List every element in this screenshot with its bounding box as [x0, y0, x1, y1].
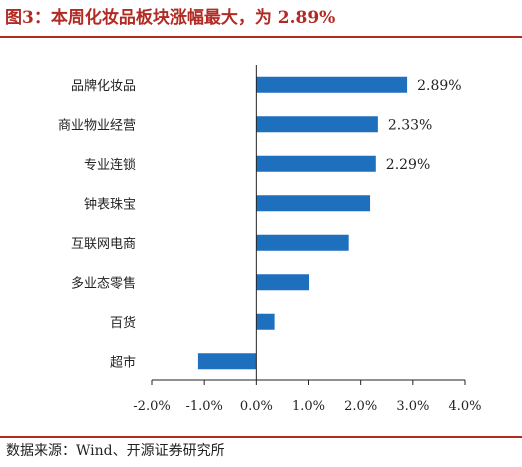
category-label: 多业态零售 [71, 275, 136, 291]
category-label: 专业连锁 [84, 157, 136, 173]
bar [256, 76, 408, 93]
x-tick-label: -2.0% [133, 399, 170, 414]
bar [256, 234, 349, 251]
bar [256, 274, 310, 291]
x-tick-label: 1.0% [292, 399, 325, 414]
data-label: 2.89% [417, 78, 461, 94]
footer-rule [0, 436, 522, 438]
x-tick-label: -1.0% [185, 399, 222, 414]
category-label: 品牌化妆品 [71, 78, 136, 94]
category-label: 百货 [110, 315, 136, 331]
data-label: 2.33% [388, 117, 432, 133]
data-label: 2.29% [386, 157, 430, 173]
x-tick-label: 0.0% [240, 399, 273, 414]
figure-title: 图3：本周化妆品板块涨幅最大，为 2.89% [5, 8, 336, 28]
category-label: 互联网电商 [71, 237, 136, 252]
x-tick-label: 4.0% [448, 399, 481, 414]
bar [256, 195, 371, 212]
bar [197, 353, 257, 370]
bar [256, 116, 378, 133]
category-label: 钟表珠宝 [84, 196, 136, 212]
category-label: 超市 [110, 354, 136, 370]
title-rule [0, 36, 522, 38]
bar [256, 155, 376, 172]
x-tick-label: 2.0% [344, 399, 377, 414]
source-note: 数据来源：Wind、开源证券研究所 [6, 443, 225, 459]
bar [256, 313, 275, 330]
x-tick-label: 3.0% [396, 399, 429, 414]
category-label: 商业物业经营 [58, 118, 136, 133]
